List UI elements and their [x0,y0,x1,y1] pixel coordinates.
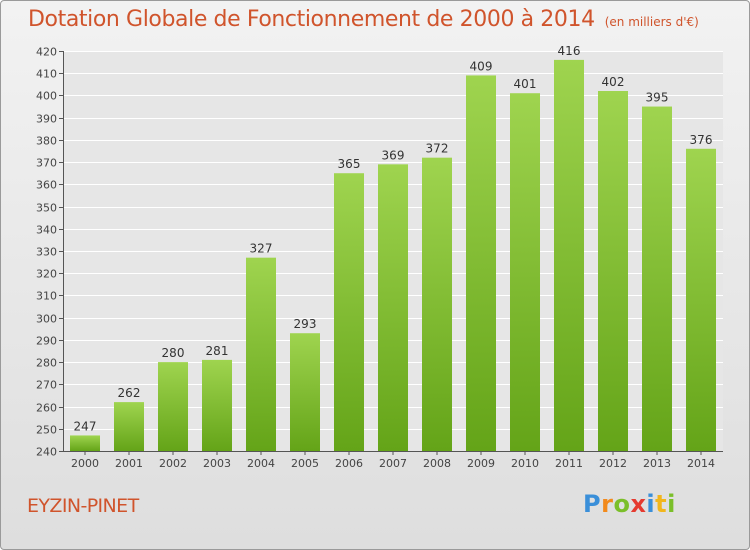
y-tick-label: 280 [36,357,57,370]
logo-letter: r [601,490,614,518]
value-label-2008: 372 [426,142,449,156]
chart-unit: (en milliers d'€) [604,15,699,29]
bar-2011 [554,59,584,452]
y-tick-label: 290 [36,335,57,348]
value-label-2005: 293 [294,317,317,331]
value-label-2000: 247 [74,419,97,433]
x-tick-label-2012: 2012 [599,457,627,470]
value-label-2007: 369 [382,148,405,162]
x-tick-label-2004: 2004 [247,457,275,470]
y-tick-label: 260 [36,402,57,415]
value-label-2003: 281 [206,344,229,358]
x-tick-label-2013: 2013 [643,457,671,470]
y-tick-label: 360 [36,179,57,192]
y-tick-label: 390 [36,113,57,126]
value-label-2002: 280 [162,346,185,360]
chart-title-block: Dotation Globale de Fonctionnement de 20… [28,7,699,32]
y-tick-label: 340 [36,224,57,237]
logo-letter: x [630,490,647,518]
y-tick-label: 240 [36,446,57,459]
x-tick-label-2011: 2011 [555,457,583,470]
chart-title: Dotation Globale de Fonctionnement de 20… [28,7,595,32]
logo-letter: o [613,490,631,518]
x-tick-label-2007: 2007 [379,457,407,470]
value-label-2014: 376 [690,133,713,147]
y-tick-label: 370 [36,157,57,170]
logo-letter: i [667,490,676,518]
commune-name: EYZIN-PINET [27,495,139,517]
y-tick-label: 400 [36,90,57,103]
bar-2010 [510,93,540,451]
value-label-2013: 395 [646,91,669,105]
y-tick-label: 410 [36,68,57,81]
bar-2001 [114,402,144,451]
bar-2006 [334,173,364,451]
bar-2012 [598,91,628,451]
y-tick-label: 350 [36,202,57,215]
x-tick-label-2001: 2001 [115,457,143,470]
x-tick-label-2009: 2009 [467,457,495,470]
y-tick-label: 310 [36,290,57,303]
x-tick-label-2000: 2000 [71,457,99,470]
logo-letter: P [583,490,602,518]
x-tick-label-2014: 2014 [687,457,715,470]
y-tick-label: 420 [36,46,57,59]
x-tick-label-2003: 2003 [203,457,231,470]
bar-2002 [158,362,188,451]
value-label-2011: 416 [558,44,581,58]
y-tick-label: 270 [36,379,57,392]
y-tick-label: 300 [36,313,57,326]
x-tick-label-2002: 2002 [159,457,187,470]
x-tick-label-2010: 2010 [511,457,539,470]
y-tick-label: 250 [36,424,57,437]
bar-2013 [642,106,672,452]
y-tick-label: 330 [36,246,57,259]
x-tick-label-2008: 2008 [423,457,451,470]
bar-2004 [246,257,276,451]
value-label-2009: 409 [470,59,493,73]
proxiti-logo[interactable]: Proxiti [583,490,676,518]
x-tick-label-2006: 2006 [335,457,363,470]
y-tick-label: 320 [36,268,57,281]
bar-2003 [202,359,232,451]
value-label-2012: 402 [602,75,625,89]
logo-letter: t [655,490,668,518]
bar-2009 [466,75,496,451]
x-tick-label-2005: 2005 [291,457,319,470]
bar-2008 [422,157,452,451]
bar-2007 [378,164,408,452]
value-label-2004: 327 [250,242,273,256]
value-label-2006: 365 [338,157,361,171]
bar-2000 [70,435,100,451]
bar-2014 [686,148,716,451]
y-tick-label: 380 [36,135,57,148]
bar-2005 [290,333,320,451]
value-label-2010: 401 [514,77,537,91]
value-label-2001: 262 [118,386,141,400]
logo-letter: i [646,490,656,518]
